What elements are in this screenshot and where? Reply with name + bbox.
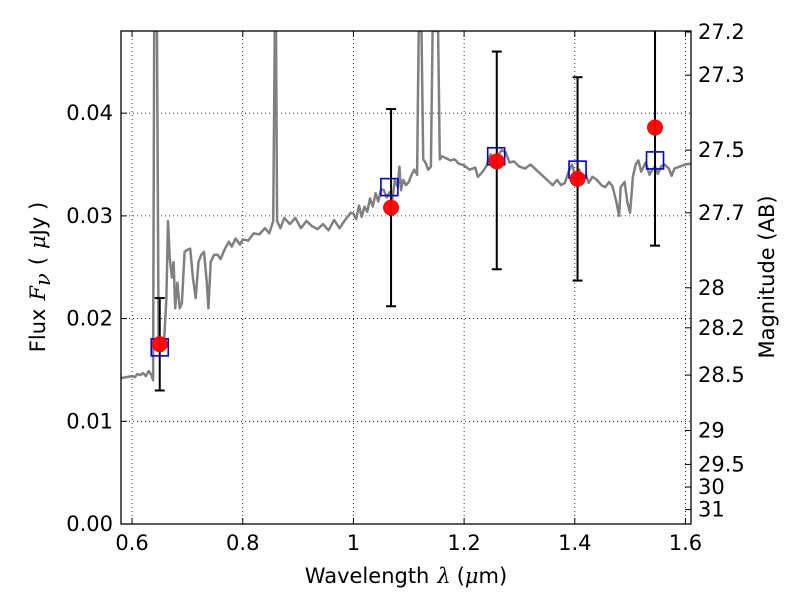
x-axis-label-prefix: Wavelength bbox=[305, 564, 430, 588]
x-axis-symbol: λ bbox=[436, 564, 450, 588]
model-photometry-square bbox=[380, 177, 399, 197]
y-tick-label: 0.01 bbox=[66, 409, 113, 433]
plot-frame bbox=[120, 30, 692, 525]
y2-tick-label: 27.7 bbox=[698, 201, 745, 225]
observed-flux-point bbox=[569, 170, 586, 187]
x-tick-label: 1.2 bbox=[447, 531, 480, 555]
y-axis-label: Flux Fν ( μJy ) bbox=[26, 202, 55, 352]
x-tick-label: 1.4 bbox=[558, 531, 591, 555]
y2-tick-label: 29.5 bbox=[698, 452, 745, 476]
y-axis-symbol-sub: ν bbox=[31, 273, 55, 286]
x-tick-label: 0.6 bbox=[115, 531, 148, 555]
y2-tick-label: 28.2 bbox=[698, 316, 745, 340]
axis-ticks: 0.6 0.8 1 1.2 1.4 1.6 0.00 0.01 0.02 0.03 0.04 27.2… bbox=[66, 20, 745, 555]
y2-tick-label: 31 bbox=[698, 498, 725, 522]
x-tick-label: 1.6 bbox=[669, 531, 702, 555]
y-axis-label-prefix: Flux bbox=[26, 309, 50, 353]
y-tick-label: 0.00 bbox=[66, 512, 113, 536]
y2-tick-label: 30 bbox=[698, 475, 725, 499]
y2-tick-label: 28 bbox=[698, 276, 725, 300]
observed-flux-point bbox=[647, 119, 664, 136]
observed-flux-point bbox=[151, 336, 168, 353]
y-axis-symbol: F bbox=[26, 285, 50, 302]
y-tick-label: 0.02 bbox=[66, 307, 113, 331]
y2-tick-label: 27.2 bbox=[698, 20, 745, 44]
y2-axis-label: Magnitude (AB) bbox=[755, 195, 779, 358]
model-photometry-square bbox=[645, 151, 665, 170]
plot-data bbox=[121, 31, 691, 392]
x-axis-unit-mu: μ bbox=[465, 564, 479, 588]
y-axis-unit-mu: μ bbox=[26, 235, 50, 249]
x-tick-label: 0.8 bbox=[226, 531, 259, 555]
y-tick-label: 0.03 bbox=[66, 204, 113, 228]
y-tick-label: 0.04 bbox=[66, 101, 113, 125]
observed-flux-markers bbox=[151, 119, 664, 353]
x-axis-label: Wavelength λ (μm) bbox=[305, 564, 507, 588]
observed-flux-point bbox=[488, 153, 505, 170]
y2-tick-label: 29 bbox=[698, 419, 725, 443]
observed-flux-point bbox=[383, 199, 400, 216]
x-axis-unit-rest: m) bbox=[479, 564, 508, 588]
y2-tick-label: 27.5 bbox=[698, 138, 745, 162]
x-axis-unit-open: ( bbox=[457, 564, 465, 588]
y2-tick-label: 27.3 bbox=[698, 63, 745, 87]
y-axis-unit-open: ( bbox=[26, 257, 50, 265]
y-axis-unit-rest: Jy ) bbox=[26, 202, 50, 238]
x-tick-label: 1 bbox=[347, 531, 360, 555]
y2-tick-label: 28.5 bbox=[698, 363, 745, 387]
